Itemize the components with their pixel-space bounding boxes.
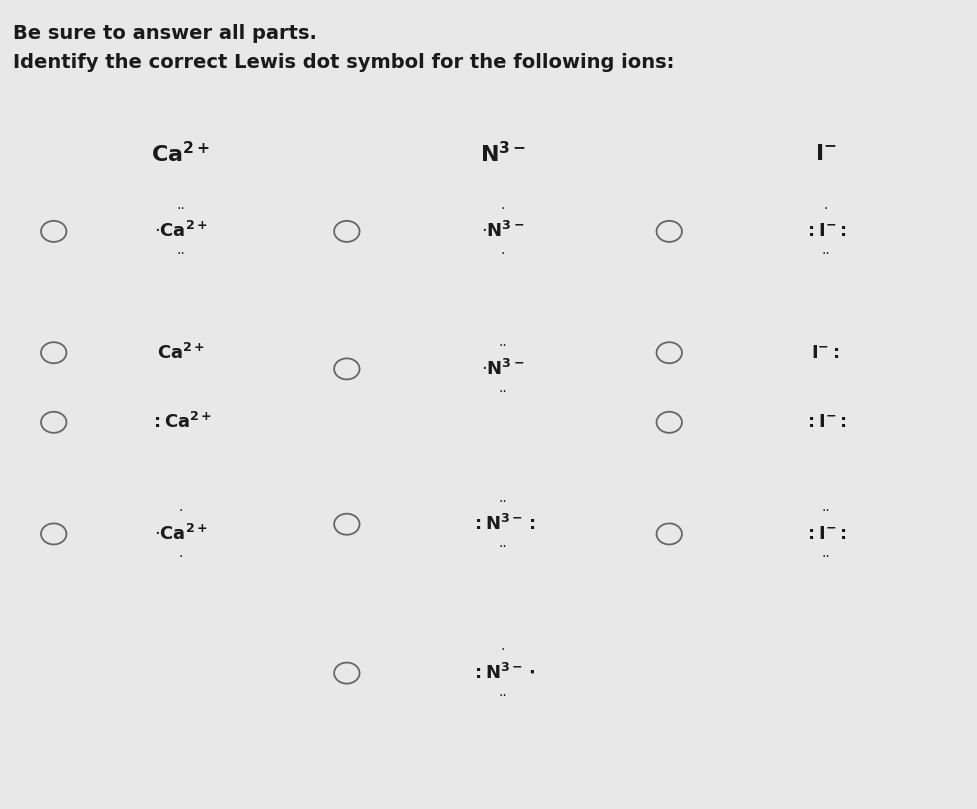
Text: ··: ··	[822, 247, 829, 261]
Text: $\mathbf{:I^{-}:}$: $\mathbf{:I^{-}:}$	[804, 222, 847, 240]
Text: Identify the correct Lewis dot symbol for the following ions:: Identify the correct Lewis dot symbol fo…	[13, 53, 674, 71]
Text: $\mathbf{Ca^{2+}}$: $\mathbf{Ca^{2+}}$	[151, 141, 210, 167]
Text: $\mathbf{:I^{-}:}$: $\mathbf{:I^{-}:}$	[804, 525, 847, 543]
Text: $\mathbf{:N^{3-}:}$: $\mathbf{:N^{3-}:}$	[471, 515, 535, 534]
Text: $\mathbf{I^{-}}$: $\mathbf{I^{-}}$	[815, 144, 836, 163]
Text: ·: ·	[179, 549, 183, 564]
Text: $\mathbf{:N^{3-}\cdot}$: $\mathbf{:N^{3-}\cdot}$	[471, 663, 535, 683]
Text: ··: ··	[499, 540, 507, 554]
Text: $\mathbf{Ca^{2+}}$: $\mathbf{Ca^{2+}}$	[156, 343, 205, 362]
Text: ·: ·	[501, 247, 505, 261]
Text: $\mathbf{:I^{-}:}$: $\mathbf{:I^{-}:}$	[804, 413, 847, 431]
Text: ··: ··	[499, 384, 507, 399]
Text: $\mathbf{:Ca^{2+}}$: $\mathbf{:Ca^{2+}}$	[149, 413, 212, 432]
Text: ··: ··	[177, 201, 185, 216]
Text: ··: ··	[499, 339, 507, 354]
Text: $\cdot\mathbf{Ca^{2+}}$: $\cdot\mathbf{Ca^{2+}}$	[154, 222, 207, 241]
Text: ·: ·	[824, 201, 828, 216]
Text: ··: ··	[822, 504, 829, 519]
Text: ··: ··	[822, 549, 829, 564]
Text: ··: ··	[499, 494, 507, 509]
Text: Be sure to answer all parts.: Be sure to answer all parts.	[13, 24, 317, 43]
Text: $\cdot\mathbf{N^{3-}}$: $\cdot\mathbf{N^{3-}}$	[482, 222, 525, 241]
Text: $\cdot\mathbf{Ca^{2+}}$: $\cdot\mathbf{Ca^{2+}}$	[154, 524, 207, 544]
Text: ·: ·	[501, 201, 505, 216]
Text: ·: ·	[179, 504, 183, 519]
Text: $\mathbf{N^{3-}}$: $\mathbf{N^{3-}}$	[480, 141, 527, 167]
Text: ··: ··	[177, 247, 185, 261]
Text: ·: ·	[501, 643, 505, 658]
Text: ··: ··	[499, 688, 507, 703]
Text: $\cdot\mathbf{N^{3-}}$: $\cdot\mathbf{N^{3-}}$	[482, 359, 525, 379]
Text: $\mathbf{I^{-}:}$: $\mathbf{I^{-}:}$	[811, 344, 840, 362]
